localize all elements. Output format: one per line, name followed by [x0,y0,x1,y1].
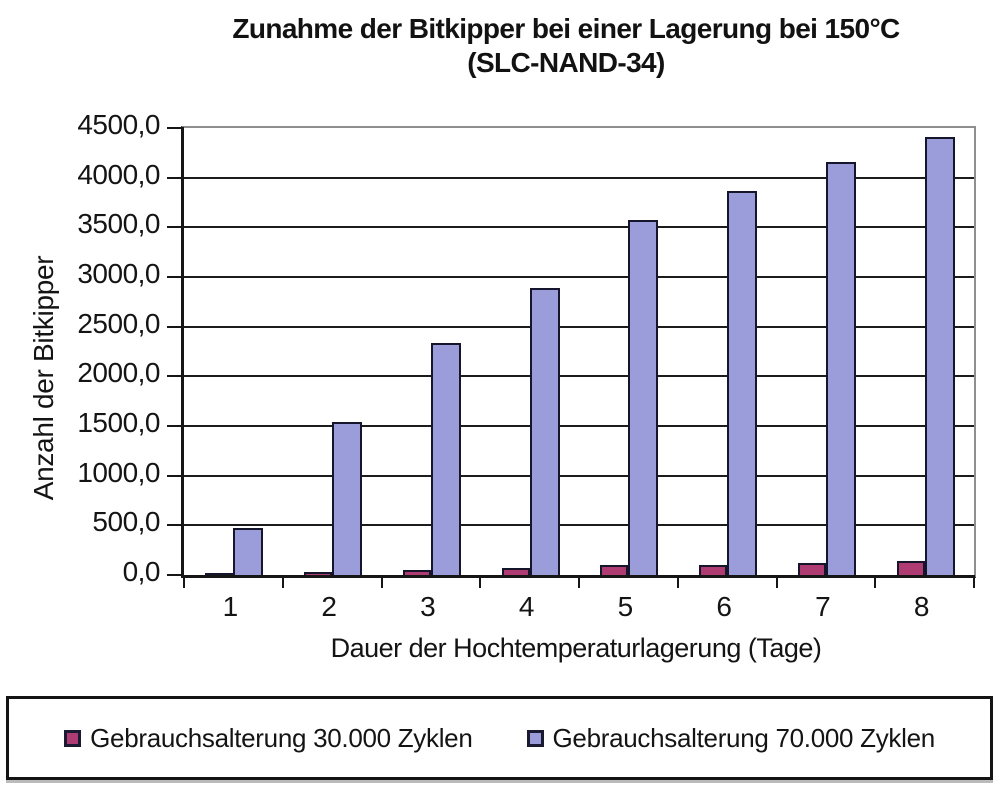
bar-series-2-day-2 [332,422,363,575]
gridline [184,375,974,378]
bar-series-2-day-5 [628,220,659,575]
bar-series-1-day-4 [501,568,530,575]
gridline [184,325,974,328]
y-axis-tick [167,524,184,527]
y-axis-tick-label: 2500,0 [77,307,160,339]
x-axis-tick [380,575,383,588]
gridline [184,474,974,477]
x-axis-category-label: 5 [617,591,634,622]
series-2-swatch-icon [526,729,544,747]
bar-series-2-day-6 [727,191,758,575]
y-axis-tick-label: 1000,0 [77,456,160,488]
x-axis-tick [775,575,778,588]
bar-series-1-day-8 [896,561,925,575]
y-axis-tick [167,176,184,179]
bar-series-2-day-1 [233,528,264,575]
gridline [184,524,974,527]
y-axis-tick [167,375,184,378]
plot-area [167,126,976,588]
chart-title: Zunahme der Bitkipper bei einer Lagerung… [116,12,1000,80]
bar-series-1-day-2 [304,572,333,575]
gridline [184,176,974,179]
legend-item-series-1: Gebrauchsalterung 30.000 Zyklen [64,722,473,754]
x-axis-tick [578,575,580,588]
bar-series-2-day-8 [924,137,955,575]
x-axis-tick [479,575,482,588]
bar-series-1-day-3 [402,570,431,575]
x-axis-category-label: 4 [518,591,535,622]
x-axis-category-label: 2 [321,591,337,622]
x-axis-category-label: 7 [815,591,831,622]
gridline [184,425,974,427]
x-axis-category-label: 6 [716,591,732,622]
y-axis-tick-label: 3000,0 [77,258,160,290]
y-axis-tick [167,474,184,477]
chart-title-line1: Zunahme der Bitkipper bei einer Lagerung… [232,13,900,44]
bar-series-1-day-5 [600,565,629,575]
gridline [184,276,974,278]
y-axis-tick [167,127,184,129]
y-axis-tick-label: 4000,0 [77,158,160,190]
x-axis-category-label: 8 [913,591,930,622]
legend-item-series-2: Gebrauchsalterung 70.000 Zyklen [526,722,936,754]
chart-title-line2: (SLC-NAND-34) [467,47,665,78]
x-axis-category-label: 1 [222,591,239,622]
x-axis-tick [874,575,877,588]
y-axis-tick [167,276,184,278]
x-axis-tick [281,575,284,588]
legend: Gebrauchsalterung 30.000 Zyklen Gebrauch… [6,696,993,780]
x-axis-tick [973,575,975,588]
y-axis-tick [167,425,184,427]
x-axis-category-label: 3 [420,591,436,622]
y-axis-tick-label: 4500,0 [77,109,160,141]
y-axis-tick [167,574,184,576]
legend-label-series-1: Gebrauchsalterung 30.000 Zyklen [90,722,473,753]
x-axis-tick [183,575,185,588]
bar-series-1-day-6 [699,565,728,575]
bar-series-2-day-3 [430,343,461,575]
bar-series-1-day-1 [205,573,234,575]
y-axis-tick-label: 500,0 [92,506,160,538]
y-axis-tick [167,226,184,229]
x-axis-tick [676,575,679,588]
y-axis-title: Anzahl der Bitkipper [28,255,59,501]
y-axis-tick-label: 0,0 [122,556,161,588]
bar-series-2-day-4 [529,288,560,575]
bar-series-2-day-7 [825,162,856,575]
y-axis-tick-label: 1500,0 [77,407,160,439]
gridline [184,226,974,229]
y-axis-tick-label: 2000,0 [77,357,160,389]
x-axis-title: Dauer der Hochtemperaturlagerung (Tage) [330,633,822,663]
series-1-swatch-icon [64,729,82,747]
y-axis-tick-label: 3500,0 [77,208,160,240]
legend-label-series-2: Gebrauchsalterung 70.000 Zyklen [552,722,936,753]
y-axis-tick [167,325,184,328]
bar-series-1-day-7 [797,563,826,575]
